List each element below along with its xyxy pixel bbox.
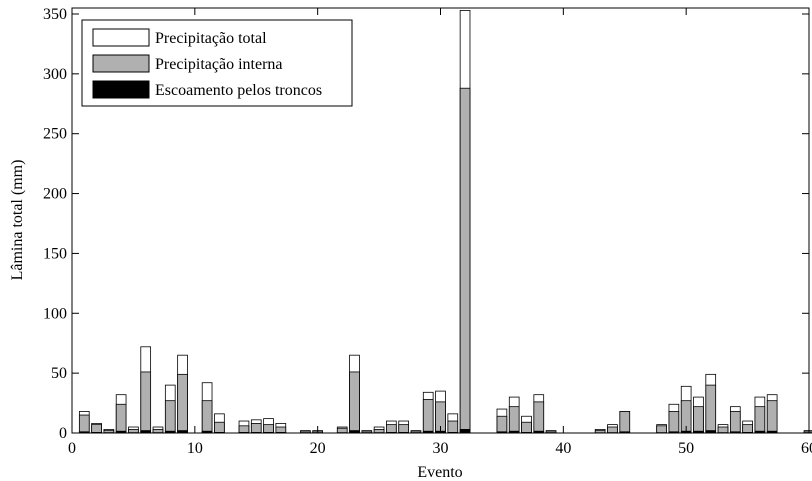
x-tick-label-0: 0 <box>68 440 76 457</box>
bar-interna-evento-27 <box>398 424 409 434</box>
bar-interna-evento-14 <box>238 425 250 434</box>
y-tick-label-200: 200 <box>43 186 67 203</box>
y-tick-label-350: 350 <box>43 6 67 23</box>
legend-swatch-total <box>92 28 150 47</box>
x-tick-label-20: 20 <box>310 440 326 457</box>
legend-label-total: Precipitação total <box>155 30 267 47</box>
y-tick-label-0: 0 <box>59 425 67 442</box>
y-tick-label-50: 50 <box>51 365 67 382</box>
bar-interna-evento-36 <box>508 406 520 434</box>
bar-interna-evento-8 <box>164 400 176 434</box>
bar-interna-evento-52 <box>705 384 717 434</box>
bar-interna-evento-44 <box>607 426 618 434</box>
legend-item-troncos: Escoamento pelos troncos <box>92 80 322 99</box>
y-tick-label-150: 150 <box>43 245 67 262</box>
bar-interna-evento-37 <box>521 421 532 434</box>
bar-interna-evento-49 <box>668 411 680 434</box>
bar-interna-evento-26 <box>386 424 397 434</box>
bar-interna-evento-54 <box>729 411 741 434</box>
bar-interna-evento-55 <box>742 424 753 434</box>
legend-swatch-interna <box>92 54 150 73</box>
bar-interna-evento-2 <box>91 424 102 434</box>
bar-troncos-evento-32 <box>459 429 471 434</box>
bar-interna-evento-4 <box>115 403 127 434</box>
bar-interna-evento-29 <box>422 399 434 434</box>
bar-interna-evento-32 <box>459 87 471 434</box>
x-tick-label-50: 50 <box>678 440 694 457</box>
bar-interna-evento-57 <box>766 400 778 434</box>
legend-label-interna: Precipitação interna <box>155 56 283 73</box>
bar-interna-evento-11 <box>201 400 213 434</box>
bar-interna-evento-31 <box>447 420 459 434</box>
bar-interna-evento-51 <box>693 406 704 434</box>
bar-interna-evento-38 <box>533 401 545 434</box>
y-tick-label-300: 300 <box>43 66 67 83</box>
bar-interna-evento-1 <box>78 414 90 434</box>
bar-interna-evento-12 <box>214 421 225 434</box>
bar-interna-evento-9 <box>177 373 188 434</box>
legend-item-total: Precipitação total <box>92 28 267 47</box>
ticks-layer: 0 10 20 30 40 50 60 0 50 100 150 200 250 300 350 <box>43 6 812 457</box>
x-tick-label-40: 40 <box>555 440 571 457</box>
legend-swatch-troncos <box>92 80 150 99</box>
legend: Precipitação total Precipitação interna … <box>81 19 353 107</box>
bar-interna-evento-45 <box>619 411 631 434</box>
bar-interna-evento-48 <box>656 425 667 434</box>
bar-interna-evento-16 <box>263 424 274 434</box>
y-axis-label: Lâmina total (mm) <box>9 160 26 281</box>
x-tick-label-30: 30 <box>433 440 449 457</box>
bar-interna-evento-15 <box>250 423 262 434</box>
y-tick-label-250: 250 <box>43 126 67 143</box>
legend-item-interna: Precipitação interna <box>92 54 283 73</box>
bar-interna-evento-23 <box>349 371 360 434</box>
x-tick-label-10: 10 <box>187 440 203 457</box>
x-axis-label: Evento <box>417 464 462 481</box>
y-tick-label-100: 100 <box>43 305 67 322</box>
bar-interna-evento-6 <box>140 371 152 434</box>
bar-interna-evento-53 <box>717 426 729 434</box>
legend-label-troncos: Escoamento pelos troncos <box>155 82 322 99</box>
x-tick-label-60: 60 <box>801 440 812 457</box>
bar-interna-evento-56 <box>754 406 766 434</box>
bar-interna-evento-35 <box>496 415 508 434</box>
